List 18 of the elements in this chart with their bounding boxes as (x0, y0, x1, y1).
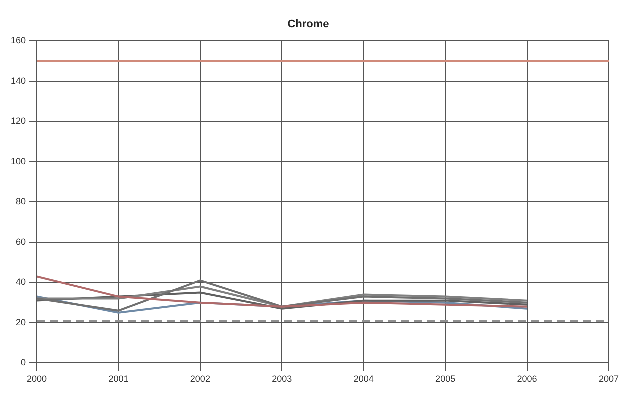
x-tick-label: 2001 (108, 374, 129, 384)
x-tick-label: 2003 (272, 374, 292, 384)
x-tick-label: 2004 (354, 374, 374, 384)
y-tick-label: 20 (16, 317, 26, 328)
y-tick-label: 100 (10, 156, 26, 166)
x-tick-label: 2002 (190, 374, 210, 384)
y-tick-label: 80 (16, 196, 26, 207)
y-tick-label: 120 (10, 116, 26, 126)
y-tick-label: 0 (21, 358, 26, 368)
x-tick-label: 2006 (517, 374, 538, 384)
chart-title: Chrome (288, 18, 330, 31)
x-tick-label: 2007 (598, 374, 620, 384)
y-tick-label: 40 (16, 277, 26, 288)
x-tick-label: 2000 (27, 374, 48, 384)
x-tick-label: 2005 (436, 374, 456, 384)
y-tick-label: 140 (10, 76, 26, 86)
y-tick-label: 160 (10, 36, 26, 46)
y-tick-label: 60 (16, 236, 26, 247)
